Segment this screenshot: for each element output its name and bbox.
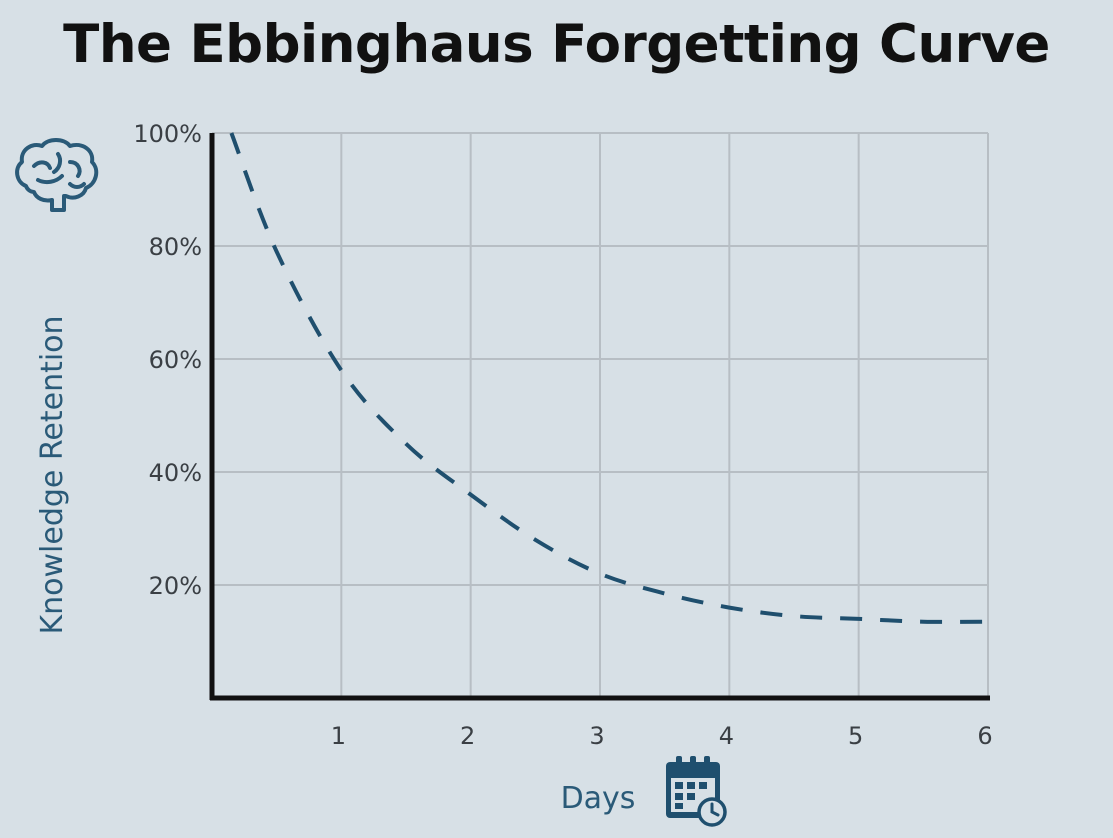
x-tick-label-4: 4 bbox=[719, 722, 734, 750]
calendar-clock-icon bbox=[666, 756, 727, 827]
grid-lines bbox=[212, 132, 989, 698]
x-tick-label-6: 6 bbox=[977, 722, 992, 750]
retention-curve-line bbox=[229, 132, 989, 624]
y-tick-label-60: 60% bbox=[149, 346, 202, 374]
chart-title: The Ebbinghaus Forgetting Curve bbox=[63, 14, 1050, 75]
x-tick-label-5: 5 bbox=[848, 722, 863, 750]
y-tick-label-80: 80% bbox=[149, 233, 202, 261]
y-tick-label-40: 40% bbox=[149, 459, 202, 487]
axes bbox=[209, 133, 990, 701]
y-tick-label-100: 100% bbox=[133, 120, 202, 148]
y-tick-label-20: 20% bbox=[149, 572, 202, 600]
y-axis-title: Knowledge Retention bbox=[35, 315, 70, 634]
tick-labels: 1 2 3 4 5 6 20% 40% 60% 80% 100% bbox=[133, 120, 992, 750]
x-tick-label-3: 3 bbox=[589, 722, 604, 750]
x-tick-label-2: 2 bbox=[460, 722, 475, 750]
curve-layer bbox=[229, 132, 989, 624]
x-tick-label-1: 1 bbox=[331, 722, 346, 750]
x-axis-title: Days bbox=[561, 781, 636, 816]
brain-icon bbox=[15, 138, 99, 212]
